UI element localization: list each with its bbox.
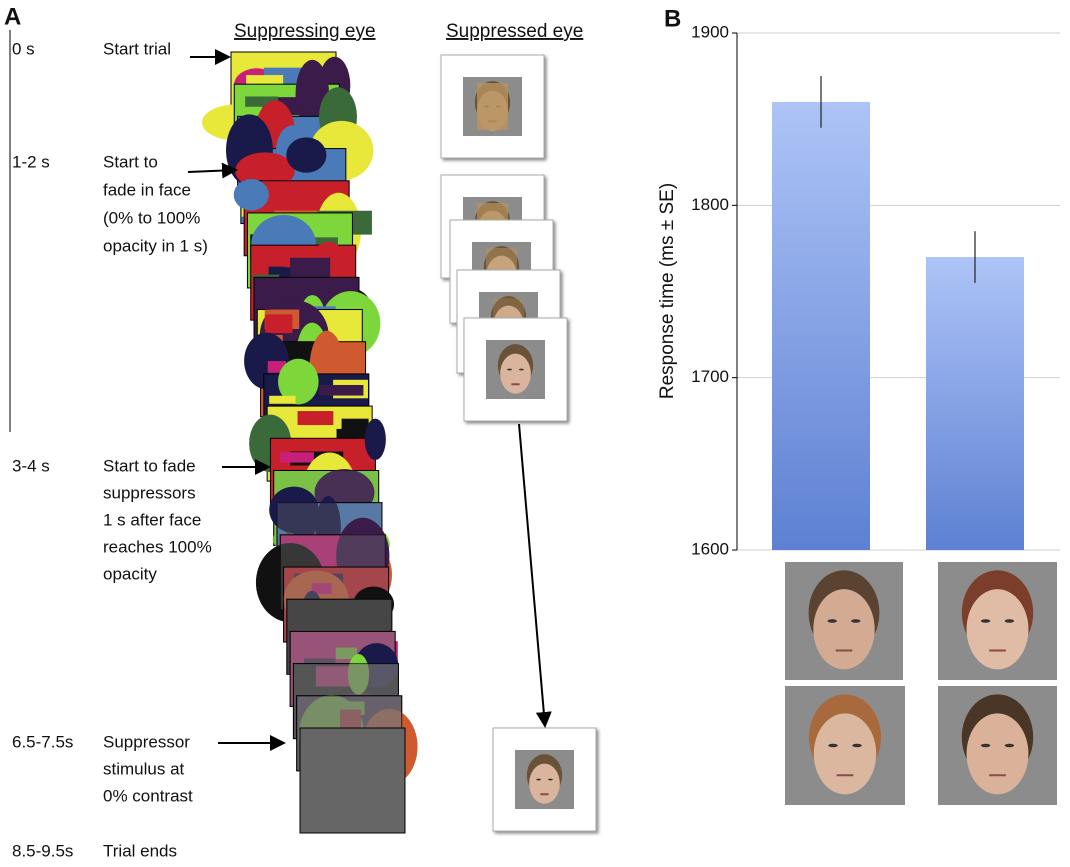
skin xyxy=(813,589,874,669)
y-tick-label: 1700 xyxy=(691,367,729,386)
bar xyxy=(926,257,1024,550)
skin xyxy=(967,589,1029,669)
event-text: Start to fade xyxy=(103,456,196,475)
eye xyxy=(828,744,838,748)
eye xyxy=(981,619,991,623)
arrow xyxy=(188,170,236,172)
skin xyxy=(500,354,531,394)
event-text: reaches 100% xyxy=(103,537,212,556)
skin xyxy=(814,713,876,794)
event-time: 6.5-7.5s xyxy=(12,732,73,751)
arrow xyxy=(519,424,545,726)
header: Suppressed eye xyxy=(446,21,583,42)
event-text: Start trial xyxy=(103,39,171,58)
y-tick-label: 1600 xyxy=(691,539,729,558)
eye xyxy=(1005,744,1015,748)
bar-chart: 1600 1700 1800 1900 xyxy=(691,22,1060,558)
y-tick-label: 1800 xyxy=(691,195,729,214)
event-time: 0 s xyxy=(12,39,35,58)
face-images xyxy=(785,562,1057,805)
event-text: opacity in 1 s) xyxy=(103,236,208,255)
event-text: Suppressor xyxy=(103,732,190,751)
event-text: 0% contrast xyxy=(103,786,193,805)
eye xyxy=(827,619,836,623)
frame xyxy=(300,728,405,833)
panel-label: A xyxy=(4,3,21,30)
event-time: 8.5-9.5s xyxy=(12,841,73,860)
eye xyxy=(1005,619,1015,623)
eye xyxy=(851,619,860,623)
event-time: 1-2 s xyxy=(12,152,50,171)
event-text: suppressors xyxy=(103,483,196,502)
page: {"panel_a": {"label": "A", "headers": ["… xyxy=(0,0,1070,867)
event-text: Trial ends xyxy=(103,841,177,860)
event-text: fade in face xyxy=(103,180,191,199)
y-tick-label: 1900 xyxy=(691,22,729,41)
y-axis-label: Response time (ms ± SE) xyxy=(657,183,678,399)
event-text: 1 s after face xyxy=(103,510,201,529)
eye xyxy=(519,369,524,371)
figure: A Suppressing eye Suppressed eye B Respo… xyxy=(0,0,1070,862)
bar xyxy=(772,102,870,550)
event-text: opacity xyxy=(103,564,157,583)
eye xyxy=(536,779,541,781)
event-text: stimulus at xyxy=(103,759,185,778)
panel-label: B xyxy=(664,5,681,32)
suppressed-frames xyxy=(441,55,596,831)
event-text: Start to xyxy=(103,152,158,171)
frame-bg xyxy=(300,728,405,833)
header: Suppressing eye xyxy=(234,21,376,42)
event-text: (0% to 100% xyxy=(103,208,200,227)
eye xyxy=(548,779,553,781)
eye xyxy=(981,744,991,748)
eye xyxy=(852,744,862,748)
skin xyxy=(529,764,560,804)
scramble xyxy=(477,83,508,130)
event-time: 3-4 s xyxy=(12,456,50,475)
skin xyxy=(967,713,1029,794)
eye xyxy=(507,369,512,371)
